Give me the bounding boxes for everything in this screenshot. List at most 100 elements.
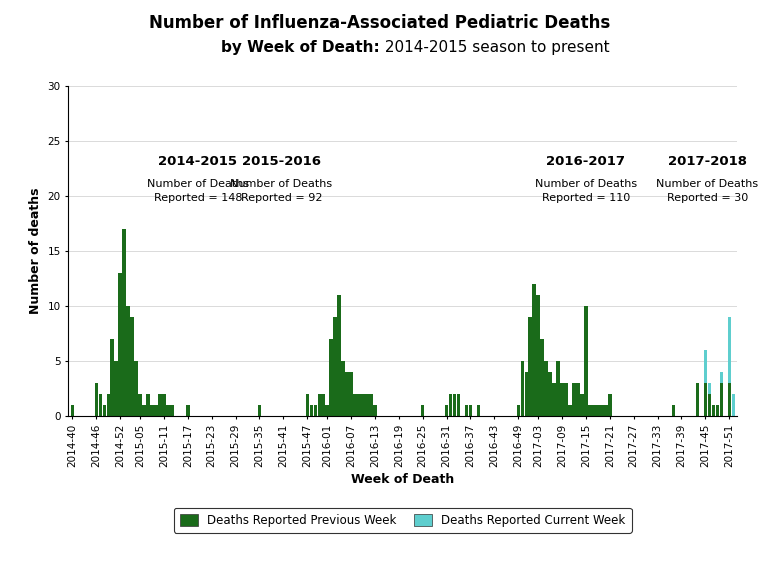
Text: 2015-2016: 2015-2016 [242, 155, 321, 168]
Text: 2014-2015: 2014-2015 [158, 155, 237, 168]
Bar [727, 383, 731, 416]
Bar [544, 361, 548, 416]
Bar [166, 405, 169, 416]
Text: 2014-2015 season to present: 2014-2015 season to present [380, 40, 610, 55]
Bar [158, 394, 162, 416]
Bar [445, 405, 448, 416]
Bar [584, 306, 587, 416]
Bar [103, 405, 106, 416]
Bar [350, 372, 353, 416]
Bar [524, 372, 528, 416]
Bar [521, 361, 524, 416]
Bar [453, 394, 456, 416]
Text: Number of Influenza-Associated Pediatric Deaths: Number of Influenza-Associated Pediatric… [150, 14, 610, 32]
Bar [465, 405, 468, 416]
Text: 2016-2017: 2016-2017 [546, 155, 625, 168]
Bar [695, 383, 699, 416]
Bar [720, 383, 723, 416]
Bar [727, 317, 731, 383]
Text: Number of Deaths
Reported = 30: Number of Deaths Reported = 30 [657, 179, 758, 203]
Bar [672, 405, 675, 416]
Bar [537, 295, 540, 416]
Bar [325, 405, 329, 416]
Bar [345, 372, 349, 416]
Bar [321, 394, 325, 416]
Bar [708, 394, 711, 416]
Bar [369, 394, 372, 416]
Bar [122, 229, 126, 416]
Bar [115, 361, 118, 416]
Bar [704, 383, 707, 416]
Bar [576, 383, 580, 416]
Bar [186, 405, 189, 416]
Bar [373, 405, 377, 416]
Bar [110, 339, 114, 416]
Bar [421, 405, 424, 416]
Y-axis label: Number of deaths: Number of deaths [29, 188, 42, 314]
Bar [361, 394, 365, 416]
Text: by Week of Death:: by Week of Death: [221, 40, 380, 55]
Bar [131, 317, 134, 416]
Bar [142, 405, 146, 416]
Bar [592, 405, 596, 416]
Bar [572, 383, 575, 416]
Bar [314, 405, 317, 416]
Text: Number of Deaths
Reported = 110: Number of Deaths Reported = 110 [535, 179, 637, 203]
Bar [94, 383, 98, 416]
Bar [106, 394, 110, 416]
Bar [549, 372, 552, 416]
Bar [600, 405, 603, 416]
Bar [560, 383, 564, 416]
Bar [588, 405, 591, 416]
Bar [337, 295, 340, 416]
Bar [309, 405, 313, 416]
Bar [732, 394, 735, 416]
Bar [147, 394, 150, 416]
Bar [528, 317, 532, 416]
Bar [556, 361, 560, 416]
Bar [720, 372, 723, 383]
Bar [553, 383, 556, 416]
Bar [329, 339, 333, 416]
X-axis label: Week of Death: Week of Death [351, 473, 454, 486]
Bar [716, 405, 719, 416]
Text: 2017-2018: 2017-2018 [668, 155, 747, 168]
Bar [449, 394, 452, 416]
Bar [517, 405, 520, 416]
Bar [334, 317, 337, 416]
Bar [565, 383, 568, 416]
Bar [99, 394, 102, 416]
Bar [477, 405, 480, 416]
Bar [608, 394, 612, 416]
Bar [138, 394, 142, 416]
Bar [135, 361, 138, 416]
Bar [154, 405, 157, 416]
Bar [357, 394, 361, 416]
Bar [711, 405, 715, 416]
Bar [318, 394, 321, 416]
Bar [150, 405, 154, 416]
Bar [568, 405, 572, 416]
Bar [353, 394, 356, 416]
Bar [306, 394, 309, 416]
Bar [162, 394, 166, 416]
Bar [580, 394, 584, 416]
Bar [170, 405, 173, 416]
Bar [457, 394, 461, 416]
Text: Number of Deaths
Reported = 148: Number of Deaths Reported = 148 [147, 179, 249, 203]
Bar [258, 405, 261, 416]
Bar [533, 284, 536, 416]
Bar [341, 361, 345, 416]
Bar [704, 350, 707, 383]
Bar [366, 394, 369, 416]
Bar [596, 405, 600, 416]
Bar [604, 405, 607, 416]
Bar [469, 405, 472, 416]
Legend: Deaths Reported Previous Week, Deaths Reported Current Week: Deaths Reported Previous Week, Deaths Re… [174, 508, 632, 532]
Bar [540, 339, 544, 416]
Bar [126, 306, 130, 416]
Bar [71, 405, 74, 416]
Bar [708, 383, 711, 394]
Bar [119, 273, 122, 416]
Text: Number of Deaths
Reported = 92: Number of Deaths Reported = 92 [230, 179, 332, 203]
